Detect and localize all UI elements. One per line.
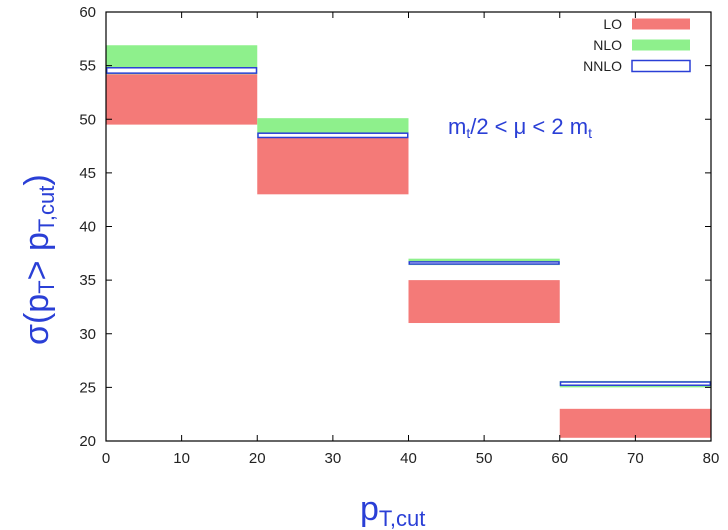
legend-label-nlo: NLO [593,37,622,53]
lo-band-2 [257,137,409,195]
annotation-sub-2: t [588,125,592,141]
x-tick-label: 50 [476,450,493,467]
y-tick-label: 50 [79,111,96,128]
y-axis-title: σ(pT> pT,cut) [18,174,59,345]
y-axis-title-part-2: > p [18,232,56,280]
y-axis-title-part-1: σ(p [18,294,56,345]
nnlo-band-3 [408,261,560,265]
bands-layer [106,45,711,438]
y-tick-label: 45 [79,165,96,182]
x-tick-label: 0 [102,450,110,467]
y-tick-label: 30 [79,326,96,343]
x-tick-label: 80 [703,450,720,467]
nnlo-band-2 [257,132,409,139]
y-tick-label: 35 [79,272,96,289]
y-tick-label: 20 [79,433,96,450]
x-tick-label: 20 [249,450,266,467]
legend-swatch-lo [632,18,690,30]
x-tick-label: 10 [173,450,190,467]
x-axis-title-main: p [360,490,379,528]
nnlo-band-1 [106,67,258,74]
y-axis-title-sub-2: T,cut [34,186,59,232]
legend-swatch-nlo [632,39,690,51]
annotation-sub-1: t [466,125,470,141]
annotation-part-2: /2 < μ < 2 m [470,114,588,139]
x-tick-label: 60 [551,450,568,467]
y-tick-label: 40 [79,219,96,236]
lo-band-1 [106,74,258,125]
legend: LO NLO NNLO [583,16,691,74]
x-tick-label: 40 [400,450,417,467]
annotation-part-1: m [448,114,466,139]
y-axis-title-part-3: ) [18,174,56,185]
ticks-layer: 0 10 20 30 40 50 60 70 80 20 25 30 35 40 45 50 55 60 [79,4,719,467]
y-tick-label: 55 [79,58,96,75]
lo-band-3 [408,280,560,324]
nnlo-band-4 [559,381,711,386]
annotation: mt/2 < μ < 2 mt [448,114,592,141]
legend-swatch-nnlo [631,59,691,73]
legend-label-lo: LO [603,16,622,32]
y-axis-title-sub-1: T [34,280,59,293]
x-tick-label: 30 [325,450,342,467]
y-tick-label: 25 [79,379,96,396]
x-axis-title: pT,cut [360,490,425,530]
x-tick-label: 70 [627,450,644,467]
y-tick-label: 60 [79,4,96,21]
lo-band-4 [559,408,711,438]
legend-label-nnlo: NNLO [583,58,622,74]
x-axis-title-sub: T,cut [379,506,425,530]
